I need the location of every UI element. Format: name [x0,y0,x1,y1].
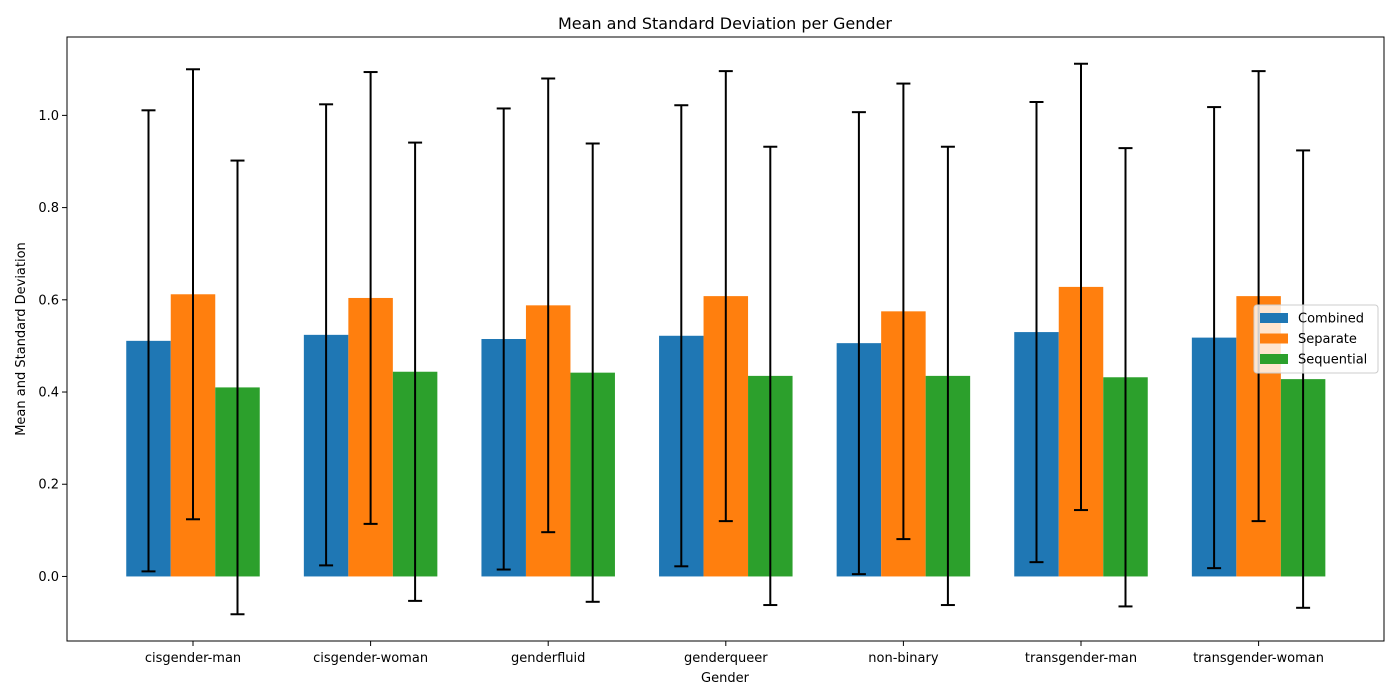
x-tick-label: cisgender-man [145,651,241,666]
x-tick-label: transgender-man [1025,651,1137,666]
x-tick-label: transgender-woman [1193,651,1324,666]
legend-label-sequential: Sequential [1298,353,1367,368]
plot-area [126,62,1326,616]
legend-swatch-separate [1260,333,1288,344]
y-tick-label: 0.2 [38,478,59,493]
y-tick-label: 0.0 [38,570,59,585]
x-tick-label: genderqueer [684,651,768,666]
x-tick-label: genderfluid [511,651,585,666]
legend: Combined Separate Sequential [1253,304,1379,374]
x-axis-label: Gender [701,671,750,686]
chart-title: Mean and Standard Deviation per Gender [558,14,892,33]
y-tick-label: 1.0 [38,109,59,124]
y-tick-label: 0.4 [38,386,59,401]
y-tick-label: 0.6 [38,293,59,308]
y-tick-label: 0.8 [38,201,59,216]
legend-label-combined: Combined [1298,312,1364,327]
legend-swatch-sequential [1260,354,1288,364]
y-axis-label: Mean and Standard Deviation [14,242,29,436]
x-tick-label: non-binary [868,651,939,666]
legend-swatch-combined [1260,313,1288,323]
x-tick-label: cisgender-woman [313,651,428,666]
legend-label-separate: Separate [1298,332,1357,347]
